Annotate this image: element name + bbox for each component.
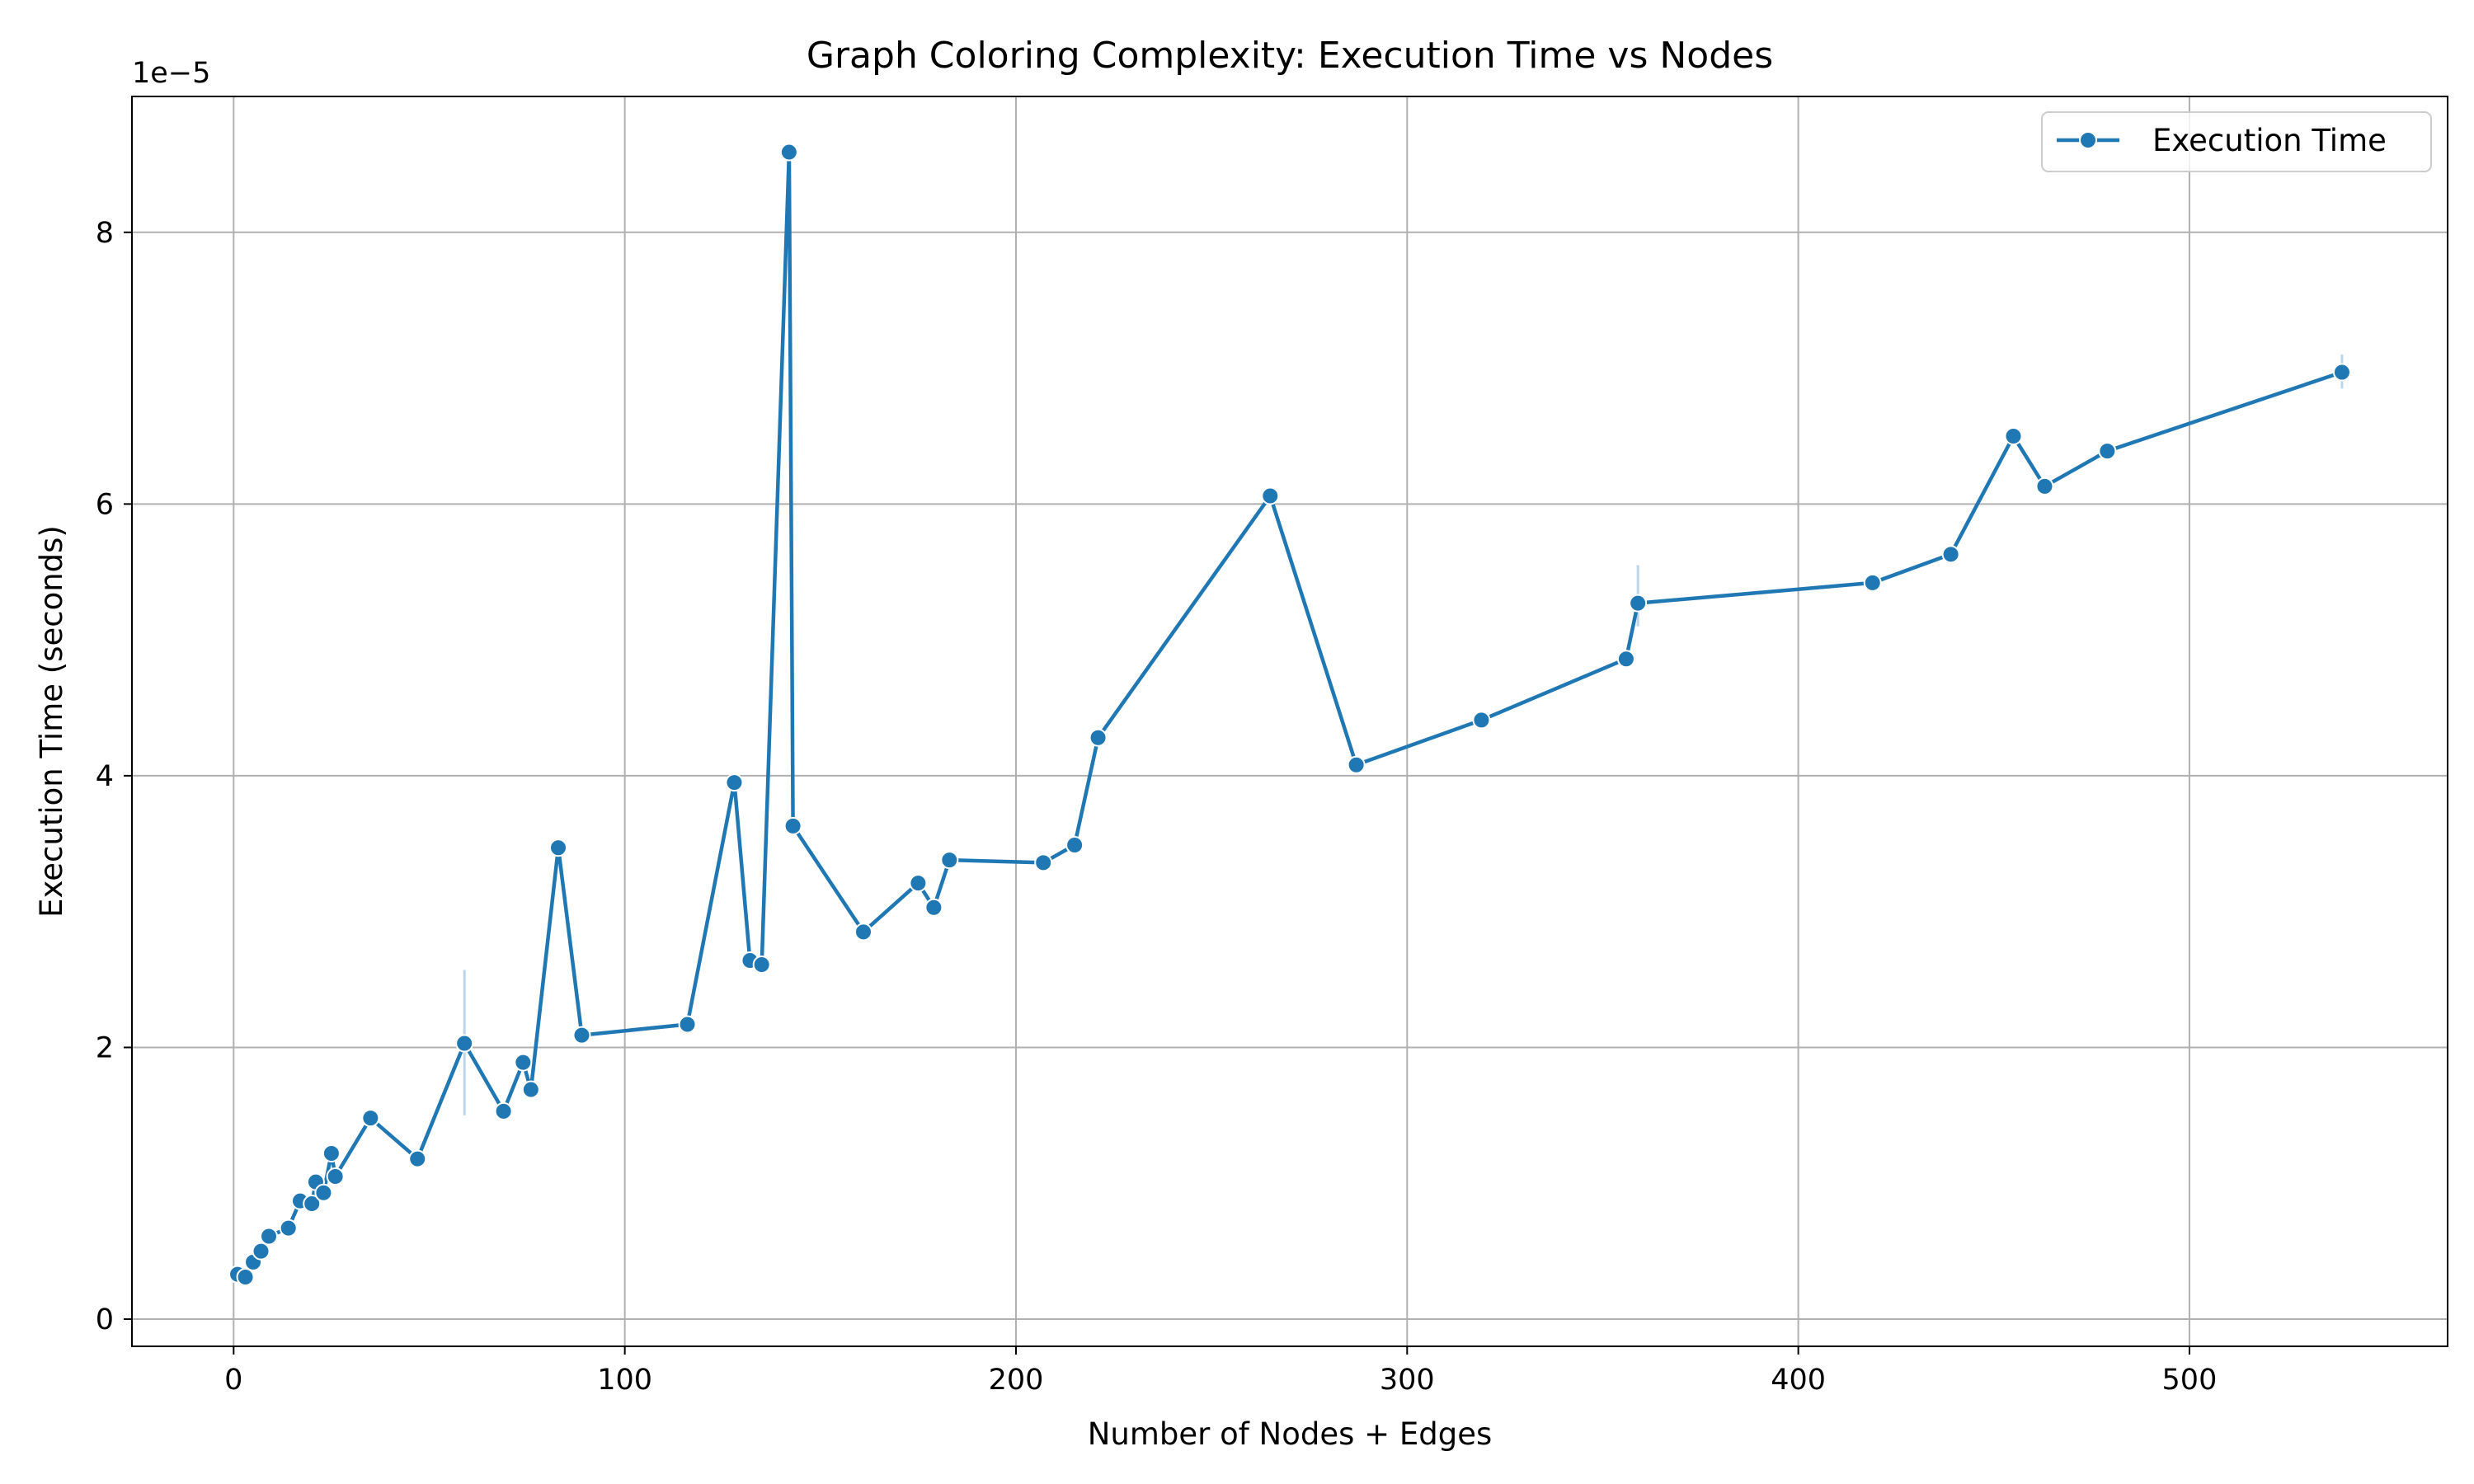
y-tick-label: 8	[96, 217, 114, 250]
data-point	[1616, 650, 1635, 669]
data-point	[1863, 573, 1882, 592]
grid-lines	[132, 96, 2448, 1346]
data-point	[678, 1015, 697, 1034]
data-point	[322, 1144, 341, 1163]
data-point	[408, 1149, 427, 1168]
data-point	[1347, 755, 1366, 774]
legend-box	[2041, 111, 2432, 172]
data-point	[2332, 363, 2351, 382]
data-point	[1089, 728, 1108, 747]
x-axis: 0 100 200 300 400 500	[224, 1346, 2217, 1397]
legend-marker	[2079, 131, 2097, 149]
data-point	[2098, 442, 2117, 461]
data-point	[854, 923, 872, 942]
data-point	[1261, 486, 1280, 505]
data-point	[1034, 853, 1053, 872]
data-point	[279, 1219, 298, 1237]
data-point	[752, 955, 771, 974]
data-point	[1629, 594, 1648, 613]
legend: Execution Time	[2041, 111, 2432, 172]
data-point	[236, 1267, 255, 1286]
data-point	[909, 874, 928, 893]
y-axis-offset-label: 1e−5	[132, 57, 210, 90]
y-tick-label: 4	[96, 760, 114, 793]
data-point	[1065, 835, 1084, 854]
data-point	[924, 898, 943, 917]
data-point	[455, 1034, 474, 1053]
y-axis-label: Execution Time (seconds)	[34, 525, 69, 918]
plot-frame	[131, 96, 2448, 1347]
data-point	[779, 143, 798, 162]
plot-background	[132, 96, 2448, 1346]
data-point	[494, 1101, 513, 1120]
y-tick-label: 6	[96, 488, 114, 521]
data-point	[514, 1053, 533, 1072]
y-axis: 0 2 4 6 8	[96, 217, 132, 1336]
data-point	[549, 838, 568, 857]
data-point	[783, 816, 802, 835]
x-tick-label: 500	[2162, 1364, 2218, 1397]
data-point	[314, 1183, 333, 1202]
data-point	[940, 851, 959, 870]
data-point	[1941, 545, 1960, 564]
series-execution-time	[228, 143, 2351, 1286]
x-tick-label: 0	[224, 1364, 242, 1397]
data-point	[252, 1242, 270, 1261]
data-point	[2004, 426, 2023, 445]
data-point	[725, 773, 744, 792]
chart-title: Graph Coloring Complexity: Execution Tim…	[807, 35, 1773, 77]
x-tick-label: 400	[1771, 1364, 1826, 1397]
x-tick-label: 200	[989, 1364, 1044, 1397]
data-point	[521, 1080, 540, 1099]
y-tick-label: 0	[96, 1303, 114, 1336]
x-tick-label: 300	[1380, 1364, 1435, 1397]
data-point	[260, 1227, 279, 1246]
data-point	[2035, 477, 2054, 495]
data-point	[1472, 711, 1491, 730]
data-point	[326, 1167, 345, 1186]
data-point	[361, 1109, 380, 1128]
x-axis-label: Number of Nodes + Edges	[1088, 1416, 1493, 1452]
x-tick-label: 100	[597, 1364, 652, 1397]
data-point	[303, 1194, 322, 1213]
legend-label: Execution Time	[2152, 123, 2387, 158]
data-point	[572, 1026, 591, 1045]
y-tick-label: 2	[96, 1031, 114, 1064]
